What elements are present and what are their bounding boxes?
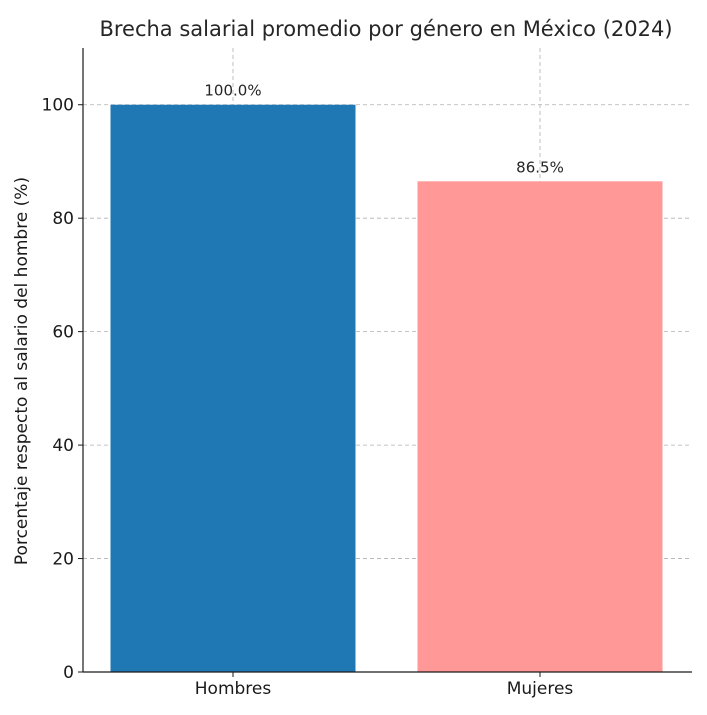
axes <box>82 48 692 673</box>
chart-title: Brecha salarial promedio por género en M… <box>99 17 672 41</box>
bar-mujeres <box>417 181 663 673</box>
y-tick-label: 40 <box>52 436 74 456</box>
y-tick-label: 20 <box>52 550 74 570</box>
bars-group <box>110 104 663 673</box>
y-tick-label: 80 <box>52 209 74 229</box>
x-tick-label: Mujeres <box>507 679 574 699</box>
bar-value-label: 86.5% <box>516 158 564 176</box>
y-tick-label: 60 <box>52 323 74 343</box>
bar-hombres <box>110 104 356 672</box>
y-axis-label: Porcentaje respecto al salario del hombr… <box>12 177 32 565</box>
y-tick-label: 0 <box>63 663 74 683</box>
x-tick-label: Hombres <box>195 679 272 699</box>
data-labels: 100.0% 86.5% <box>204 82 563 177</box>
y-ticks: 0 20 40 60 80 100 <box>42 96 83 683</box>
bar-value-label: 100.0% <box>204 82 261 100</box>
x-ticks: Hombres Mujeres <box>195 672 574 699</box>
y-tick-label: 100 <box>42 96 74 116</box>
